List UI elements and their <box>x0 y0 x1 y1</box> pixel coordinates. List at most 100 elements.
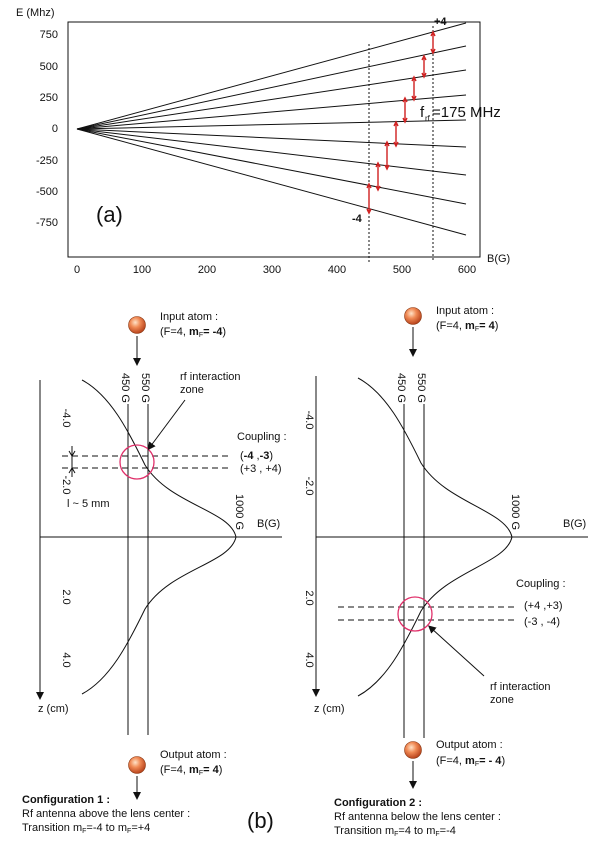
rf-arrow <box>393 120 399 148</box>
rf-arrow <box>421 54 427 79</box>
rf-zone-pointer <box>147 399 186 451</box>
z-axis-label: z (cm) <box>38 703 69 715</box>
z-tick-4: 4.0 <box>303 652 315 667</box>
y-tick-labels: 750 500 250 0 -250 -500 -750 <box>36 29 58 229</box>
output-atom-state: (F=4, mF= - 4) <box>436 755 505 768</box>
field-profile-curve <box>357 377 513 697</box>
x-tick-300: 300 <box>263 264 281 276</box>
rf-interaction-ring <box>397 596 433 632</box>
rf-interaction-ring <box>119 444 155 480</box>
level-minus-2 <box>76 128 467 176</box>
label-plus-4: +4 <box>434 16 447 28</box>
coupling-pair-1: (+4 ,+3) <box>524 600 563 612</box>
y-tick-minus-500: -500 <box>36 186 58 198</box>
x-axis-label: B(G) <box>487 253 510 265</box>
field-profile-curve <box>81 379 237 695</box>
level-minus-4 <box>76 128 467 236</box>
rf-zone-pointer <box>428 625 485 677</box>
y-tick-minus-750: -750 <box>36 217 58 229</box>
rf-label-value: =175 MHz <box>432 104 501 121</box>
rf-label-sub: rf <box>425 114 431 123</box>
input-atom-icon <box>128 316 146 334</box>
x-tick-600: 600 <box>458 264 476 276</box>
zeeman-levels <box>76 22 467 236</box>
config-1-line-2: Transition mF=-4 to mF=+4 <box>22 822 150 835</box>
config-2-line-2: Transition mF=4 to mF=-4 <box>334 825 456 838</box>
output-atom-state: (F=4, mF= 4) <box>160 764 222 777</box>
level-0 <box>76 119 467 130</box>
coupling-pair-2: (-3 , -4) <box>524 616 560 628</box>
rf-arrow <box>375 161 381 192</box>
z-tick-4: 4.0 <box>60 652 72 667</box>
x-tick-500: 500 <box>393 264 411 276</box>
panel-b-label: (b) <box>247 808 274 833</box>
y-tick-250: 250 <box>40 92 58 104</box>
panel-a: E (Mhz) B(G) 750 500 250 0 -250 -500 -75… <box>16 7 510 276</box>
input-atom-title: Input atom : <box>436 305 494 317</box>
rf-arrow <box>430 30 436 55</box>
rf-arrow <box>411 75 417 102</box>
rf-zone-label-1: rf interaction <box>180 371 241 383</box>
y-tick-0: 0 <box>52 123 58 135</box>
label-450g: 450 G <box>395 373 407 403</box>
z-axis-label: z (cm) <box>314 703 345 715</box>
rf-label-f: f <box>420 104 425 121</box>
label-450g: 450 G <box>119 373 131 403</box>
coupling-pair-1: (-4 ,-3) <box>240 450 273 462</box>
level-plus-4 <box>76 22 467 130</box>
rf-frequency-label: f rf =175 MHz <box>420 104 501 123</box>
coupling-title: Coupling : <box>237 431 287 443</box>
output-atom-icon <box>404 741 422 759</box>
z-tick-minus-4: -4.0 <box>60 409 72 428</box>
config-1-title: Configuration 1 : <box>22 794 110 806</box>
level-plus-1 <box>76 94 467 130</box>
z-tick-minus-2: -2.0 <box>60 476 72 495</box>
coupling-title: Coupling : <box>516 578 566 590</box>
y-axis-label: E (Mhz) <box>16 7 55 19</box>
length-label: l ~ 5 mm <box>67 498 109 510</box>
rf-transition-arrows <box>366 30 436 215</box>
y-tick-minus-250: -250 <box>36 155 58 167</box>
input-atom-state: (F=4, mF= 4) <box>436 320 498 333</box>
config-2-title: Configuration 2 : <box>334 797 422 809</box>
panel-b-right: Input atom : (F=4, mF= 4) B(G) z (cm) -4… <box>303 305 588 838</box>
config-2-line-1: Rf antenna below the lens center : <box>334 811 501 823</box>
rf-zone-label-2: zone <box>180 384 204 396</box>
b-axis-label: B(G) <box>563 518 586 530</box>
output-atom-title: Output atom : <box>160 749 227 761</box>
z-tick-2: 2.0 <box>60 589 72 604</box>
panel-b-left: Input atom : (F=4, mF= -4) B(G) z (cm) -… <box>22 311 287 835</box>
level-minus-1 <box>76 128 467 148</box>
rf-arrow <box>366 182 372 215</box>
x-tick-0: 0 <box>74 264 80 276</box>
x-tick-200: 200 <box>198 264 216 276</box>
label-1000g: 1000 G <box>509 494 521 530</box>
level-minus-3 <box>76 128 467 205</box>
level-plus-3 <box>76 45 467 130</box>
rf-zone-label-1: rf interaction <box>490 681 551 693</box>
x-tick-100: 100 <box>133 264 151 276</box>
z-tick-minus-2: -2.0 <box>303 477 315 496</box>
y-tick-750: 750 <box>40 29 58 41</box>
label-1000g: 1000 G <box>233 494 245 530</box>
x-tick-labels: 0 100 200 300 400 500 600 <box>74 264 476 276</box>
coupling-pair-2: (+3 , +4) <box>240 463 282 475</box>
label-minus-4: -4 <box>352 213 363 225</box>
y-tick-500: 500 <box>40 61 58 73</box>
label-550g: 550 G <box>415 373 427 403</box>
config-1-line-1: Rf antenna above the lens center : <box>22 808 190 820</box>
x-tick-400: 400 <box>328 264 346 276</box>
output-atom-title: Output atom : <box>436 739 503 751</box>
output-atom-icon <box>128 756 146 774</box>
z-tick-labels: -4.0 -2.0 2.0 4.0 <box>60 409 72 668</box>
input-atom-icon <box>404 307 422 325</box>
z-tick-minus-4: -4.0 <box>303 411 315 430</box>
z-tick-2: 2.0 <box>303 590 315 605</box>
rf-arrow <box>384 140 390 171</box>
input-atom-title: Input atom : <box>160 311 218 323</box>
z-tick-labels: -4.0 -2.0 2.0 4.0 <box>303 411 315 668</box>
b-axis-label: B(G) <box>257 518 280 530</box>
label-550g: 550 G <box>139 373 151 403</box>
rf-zone-label-2: zone <box>490 694 514 706</box>
